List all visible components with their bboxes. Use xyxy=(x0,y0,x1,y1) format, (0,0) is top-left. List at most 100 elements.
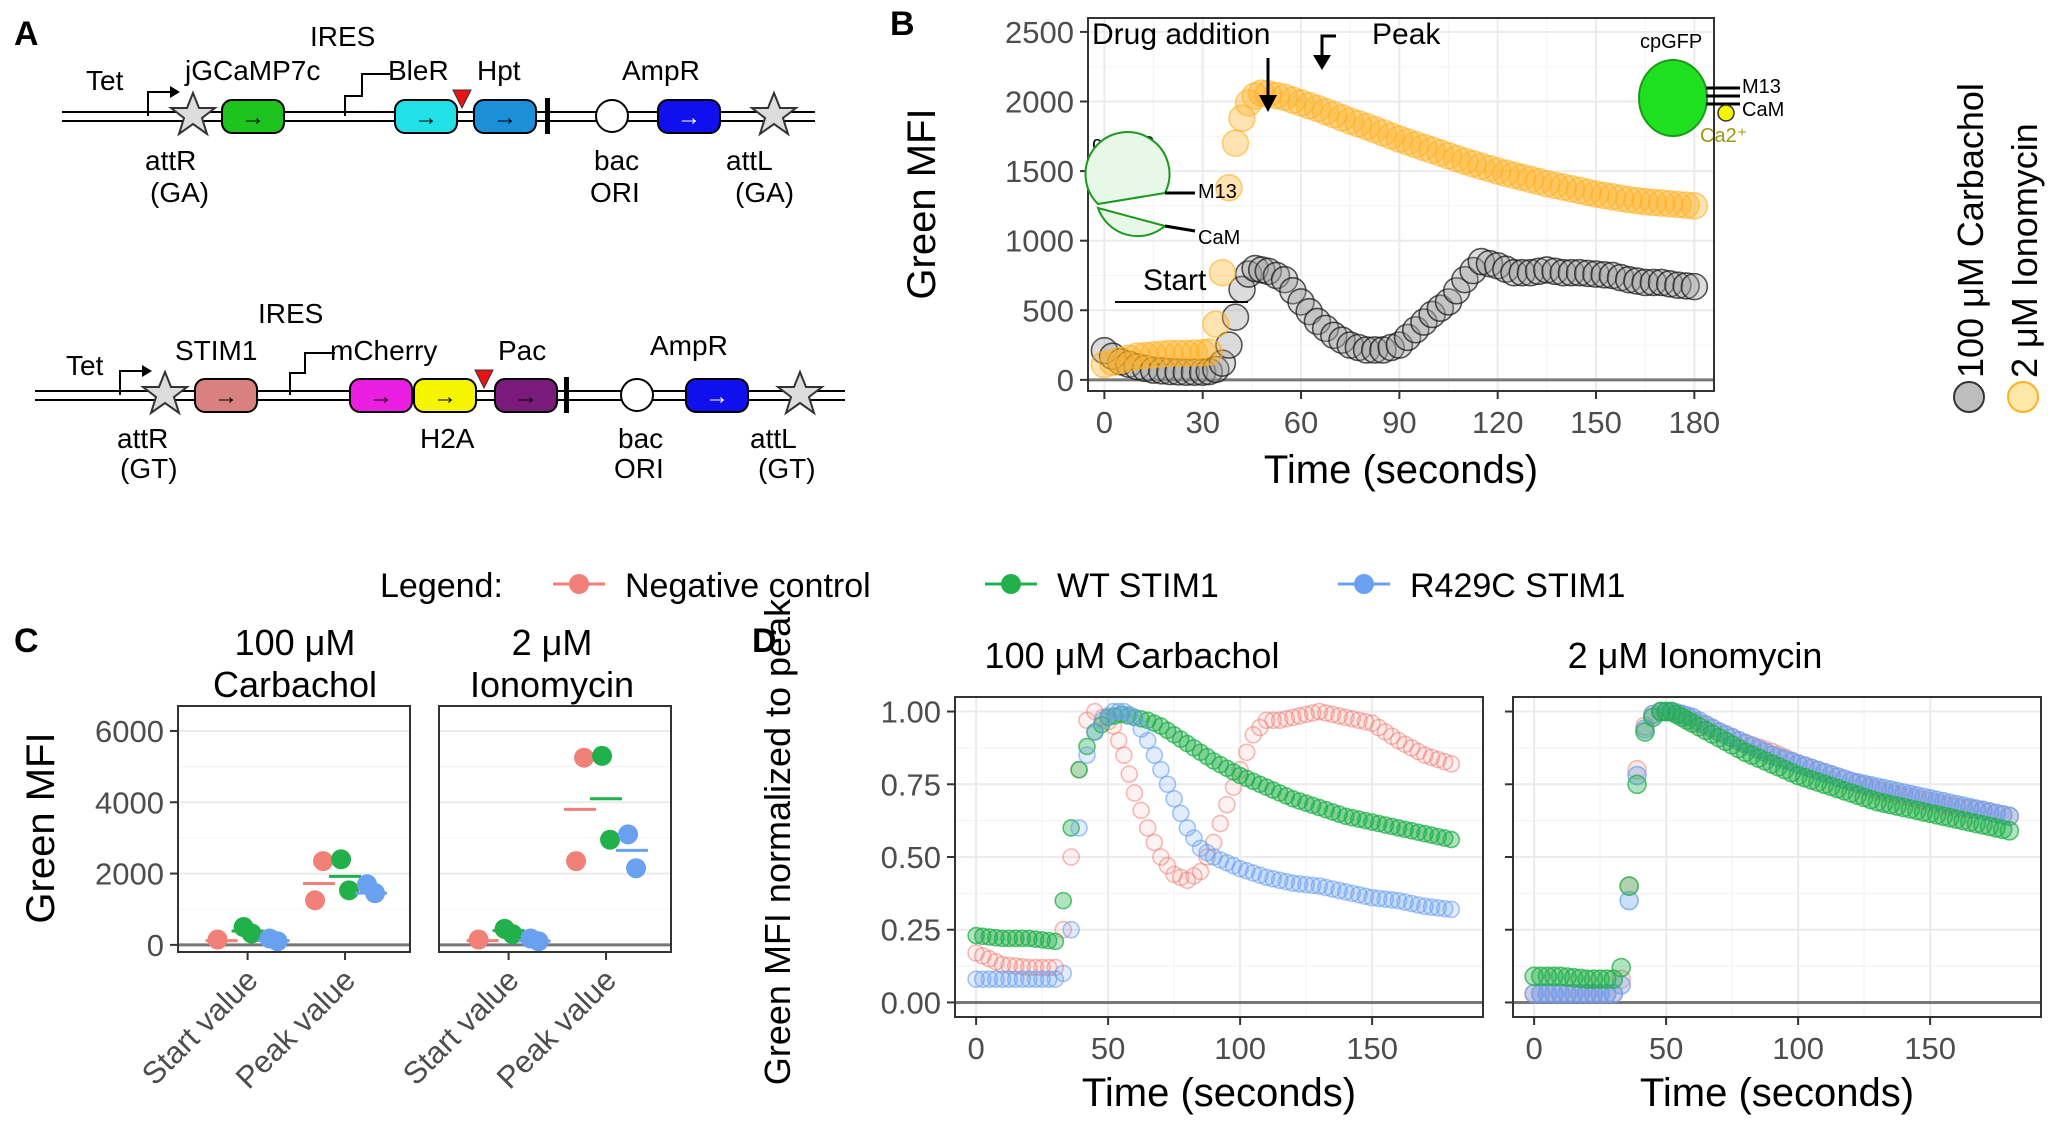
x-tick-label: 50 xyxy=(1091,1031,1125,1066)
chart-b-series-1-point xyxy=(1188,338,1217,367)
chart-d1-series-2-point xyxy=(1376,890,1395,908)
tet-promoter-arrowhead xyxy=(142,365,152,377)
chart-d1-series-0-point xyxy=(1323,705,1342,724)
chart-d1-series-0-point xyxy=(1290,707,1309,725)
chart-c-point-1 xyxy=(600,829,621,850)
panel-label-a: A xyxy=(14,15,39,53)
ires-symbol xyxy=(344,73,390,116)
gene-box-bler xyxy=(394,99,458,134)
chart-d1-series-0-point xyxy=(1310,702,1329,721)
chart-d1-series-1-point xyxy=(1402,822,1421,840)
chart-d1-series-2-point xyxy=(1277,872,1296,891)
chart-b-x-ticks: 0 30 60 90 120 150 180 xyxy=(1096,391,1720,440)
panel-label-b: B xyxy=(890,5,915,43)
attR-label: attR xyxy=(117,423,168,454)
chart-d1-series-2-point xyxy=(1165,790,1183,808)
chart-b-series-0-point xyxy=(1270,265,1299,294)
chart-d1-series-2-point xyxy=(1350,886,1368,904)
arrow-right-icon: → xyxy=(433,383,457,410)
attL-star-icon xyxy=(775,369,825,416)
chart-d1-series-1-point xyxy=(1039,931,1058,950)
chart-d1-series-0-point xyxy=(1145,833,1164,852)
x-tick-label: 60 xyxy=(1284,405,1318,440)
legend-dot-negative xyxy=(569,574,589,594)
chart-d1-series-2-point xyxy=(1264,870,1282,888)
chart-b-series-1-point xyxy=(1680,192,1709,220)
calcium-label: Ca2⁺ xyxy=(1700,125,1747,147)
chart-d1-series-1-point xyxy=(1033,931,1051,949)
gene-label-ampr: AmpR xyxy=(650,330,728,361)
chart-d1-series-2-point xyxy=(1429,899,1447,917)
chart-d2-series-2-point xyxy=(1999,821,2020,841)
chart-d1-series-2-point xyxy=(1109,702,1128,721)
gene-label-mcherry: mCherry xyxy=(330,335,437,366)
chart-d1-series-0-point xyxy=(1191,862,1210,881)
chart-c-point-0 xyxy=(313,851,334,872)
chart-d1-series-0-point xyxy=(1120,765,1139,783)
chart-d1-series-1-point xyxy=(1376,816,1395,834)
chart-d1-series-2-point xyxy=(1171,804,1190,823)
chart-d1-series-1-point xyxy=(1026,930,1045,948)
legend-dot-r429c xyxy=(1354,574,1374,594)
chart-d1-series-2-point xyxy=(1078,746,1096,764)
y-tick-label: 0.50 xyxy=(881,840,941,875)
chart-b-series-0-point xyxy=(1500,258,1528,287)
chart-d1-series-1-point xyxy=(1389,819,1408,837)
drug-addition-arrowhead xyxy=(1259,95,1277,112)
chart-d1-series-2-point xyxy=(1383,891,1401,909)
chart-d2-series-2-point xyxy=(1677,710,1698,731)
cpgfp-apo-diagram: cpGFP M13 CaM xyxy=(1084,131,1240,249)
chart-d1-series-1-point xyxy=(1429,827,1447,846)
chart-c-point-1 xyxy=(592,745,613,766)
chart-c2-frame xyxy=(438,705,672,953)
p2a-triangle-icon xyxy=(452,89,472,110)
attR-star-icon xyxy=(168,90,218,137)
chart-d1-series-2-point xyxy=(1070,819,1088,837)
chart-d1-series-0-point xyxy=(1198,848,1216,866)
chart-d1-series-2-point xyxy=(1297,875,1315,894)
chart-d1-series-0-point xyxy=(1317,704,1335,722)
chart-d1-series-1-point xyxy=(980,928,999,946)
chart-d2-series-2-point xyxy=(1611,957,1632,978)
gene-box-mcherry xyxy=(349,378,413,413)
gene-box-stim1 xyxy=(194,378,258,413)
chart-d1-series-0-point xyxy=(1277,710,1296,728)
chart-d1-series-0-point xyxy=(1062,848,1080,866)
chart-d2-series-2-point xyxy=(1661,701,1682,722)
x-tick-label: 0 xyxy=(1096,405,1113,440)
cpgfp-label: cpGFP xyxy=(1640,31,1702,53)
chart-d1-series-1-point xyxy=(1363,813,1381,831)
y-tick-label: 2500 xyxy=(1005,15,1074,50)
chart-c: 100 μM Carbachol 2 μM Ionomycin 0 2000 400… xyxy=(19,622,672,1095)
tet-promoter-arrow xyxy=(119,370,142,395)
chart-c1-frame xyxy=(177,705,411,953)
x-tick-label: 90 xyxy=(1382,405,1416,440)
chart-c2-title-line2: Ionomycin xyxy=(470,664,634,705)
main-legend: Legend: Negative control WT STIM1 R429C … xyxy=(380,567,1625,605)
arrow-right-icon: → xyxy=(369,383,393,410)
chart-d1-series-2-point xyxy=(987,970,1005,988)
ori-label: ORI xyxy=(614,453,664,484)
x-tick-label: 50 xyxy=(1649,1031,1683,1066)
chart-d1-points xyxy=(967,702,1461,988)
chart-d1-series-1-point xyxy=(1356,811,1375,830)
peak-annotation: Peak xyxy=(1372,18,1441,51)
chart-d-y-label: Green MFI normalized to peak xyxy=(757,598,798,1085)
bac-ori-circle-icon xyxy=(620,378,654,412)
chart-b-series-0-point xyxy=(1352,336,1381,364)
chart-d1-series-0-point xyxy=(1109,731,1128,750)
chart-d1-series-0-point xyxy=(1336,708,1355,727)
chart-d1-series-2-point xyxy=(1369,889,1388,908)
chart-d1-series-2-point xyxy=(1284,874,1302,892)
chart-d1-series-0-point xyxy=(1284,708,1302,727)
chart-d1-series-2-point xyxy=(1020,970,1038,988)
chart-d1-series-2-point xyxy=(1054,964,1073,983)
chart-b-frame xyxy=(1087,17,1715,392)
tet-label: Tet xyxy=(86,65,124,96)
chart-d1-series-0-point xyxy=(1125,784,1144,802)
attL-sub-label: (GA) xyxy=(735,177,794,208)
chart-c-point-2 xyxy=(626,858,647,879)
chart-c-point-1 xyxy=(331,849,352,870)
chart-b-series-0-point xyxy=(1631,268,1659,297)
chart-c-point-0 xyxy=(574,747,595,768)
